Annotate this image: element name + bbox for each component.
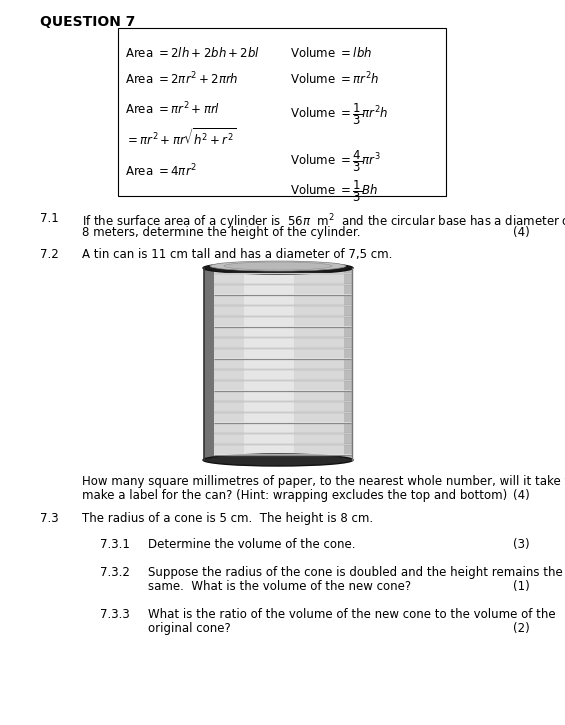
Bar: [344, 268, 352, 460]
Text: Determine the volume of the cone.: Determine the volume of the cone.: [148, 538, 355, 551]
Text: Area $= 4\pi r^2$: Area $= 4\pi r^2$: [125, 163, 197, 180]
Text: original cone?: original cone?: [148, 622, 231, 635]
Text: 7.3.1: 7.3.1: [100, 538, 130, 551]
Text: 8 meters, determine the height of the cylinder.: 8 meters, determine the height of the cy…: [82, 226, 360, 239]
Ellipse shape: [203, 262, 353, 274]
Text: (2): (2): [513, 622, 530, 635]
Ellipse shape: [203, 454, 353, 466]
Bar: [118, 28, 446, 196]
Bar: [204, 268, 214, 460]
Text: (3): (3): [514, 538, 530, 551]
Text: Area $= \pi r^2 + \pi rl$: Area $= \pi r^2 + \pi rl$: [125, 101, 220, 117]
Text: 7.3.2: 7.3.2: [100, 566, 130, 579]
Ellipse shape: [210, 261, 346, 271]
Text: Volume $= lbh$: Volume $= lbh$: [290, 46, 372, 60]
Bar: [244, 268, 294, 460]
Text: A tin can is 11 cm tall and has a diameter of 7,5 cm.: A tin can is 11 cm tall and has a diamet…: [82, 248, 392, 261]
Text: 7.3: 7.3: [40, 512, 59, 525]
Text: make a label for the can? (Hint: wrapping excludes the top and bottom): make a label for the can? (Hint: wrappin…: [82, 489, 507, 502]
Text: (1): (1): [513, 580, 530, 593]
Text: Volume $= \dfrac{1}{3}\pi r^2 h$: Volume $= \dfrac{1}{3}\pi r^2 h$: [290, 101, 389, 127]
Bar: [204, 268, 352, 460]
Text: Volume $= \pi r^2 h$: Volume $= \pi r^2 h$: [290, 71, 380, 88]
Text: Area $= 2lh + 2bh + 2bl$: Area $= 2lh + 2bh + 2bl$: [125, 46, 260, 60]
Text: Area $= 2\pi r^2 + 2\pi rh$: Area $= 2\pi r^2 + 2\pi rh$: [125, 71, 238, 88]
Text: $= \pi r^2 + \pi r\sqrt{h^2 + r^2}$: $= \pi r^2 + \pi r\sqrt{h^2 + r^2}$: [125, 128, 237, 149]
Text: QUESTION 7: QUESTION 7: [40, 15, 136, 29]
Text: What is the ratio of the volume of the new cone to the volume of the: What is the ratio of the volume of the n…: [148, 608, 555, 621]
Text: Volume $= \dfrac{4}{3}\pi r^3$: Volume $= \dfrac{4}{3}\pi r^3$: [290, 148, 381, 174]
Text: The radius of a cone is 5 cm.  The height is 8 cm.: The radius of a cone is 5 cm. The height…: [82, 512, 373, 525]
Ellipse shape: [224, 262, 332, 270]
Text: 7.3.3: 7.3.3: [100, 608, 130, 621]
Text: 7.1: 7.1: [40, 212, 59, 225]
Text: (4): (4): [513, 489, 530, 502]
Text: (4): (4): [513, 226, 530, 239]
Text: 7.2: 7.2: [40, 248, 59, 261]
Text: If the surface area of a cylinder is  $56\pi$  m$^2$  and the circular base has : If the surface area of a cylinder is $56…: [82, 212, 565, 231]
Text: Suppose the radius of the cone is doubled and the height remains the: Suppose the radius of the cone is double…: [148, 566, 563, 579]
Text: How many square millimetres of paper, to the nearest whole number, will it take : How many square millimetres of paper, to…: [82, 475, 565, 488]
Text: Volume $= \dfrac{1}{3}Bh$: Volume $= \dfrac{1}{3}Bh$: [290, 178, 379, 204]
Text: same.  What is the volume of the new cone?: same. What is the volume of the new cone…: [148, 580, 411, 593]
